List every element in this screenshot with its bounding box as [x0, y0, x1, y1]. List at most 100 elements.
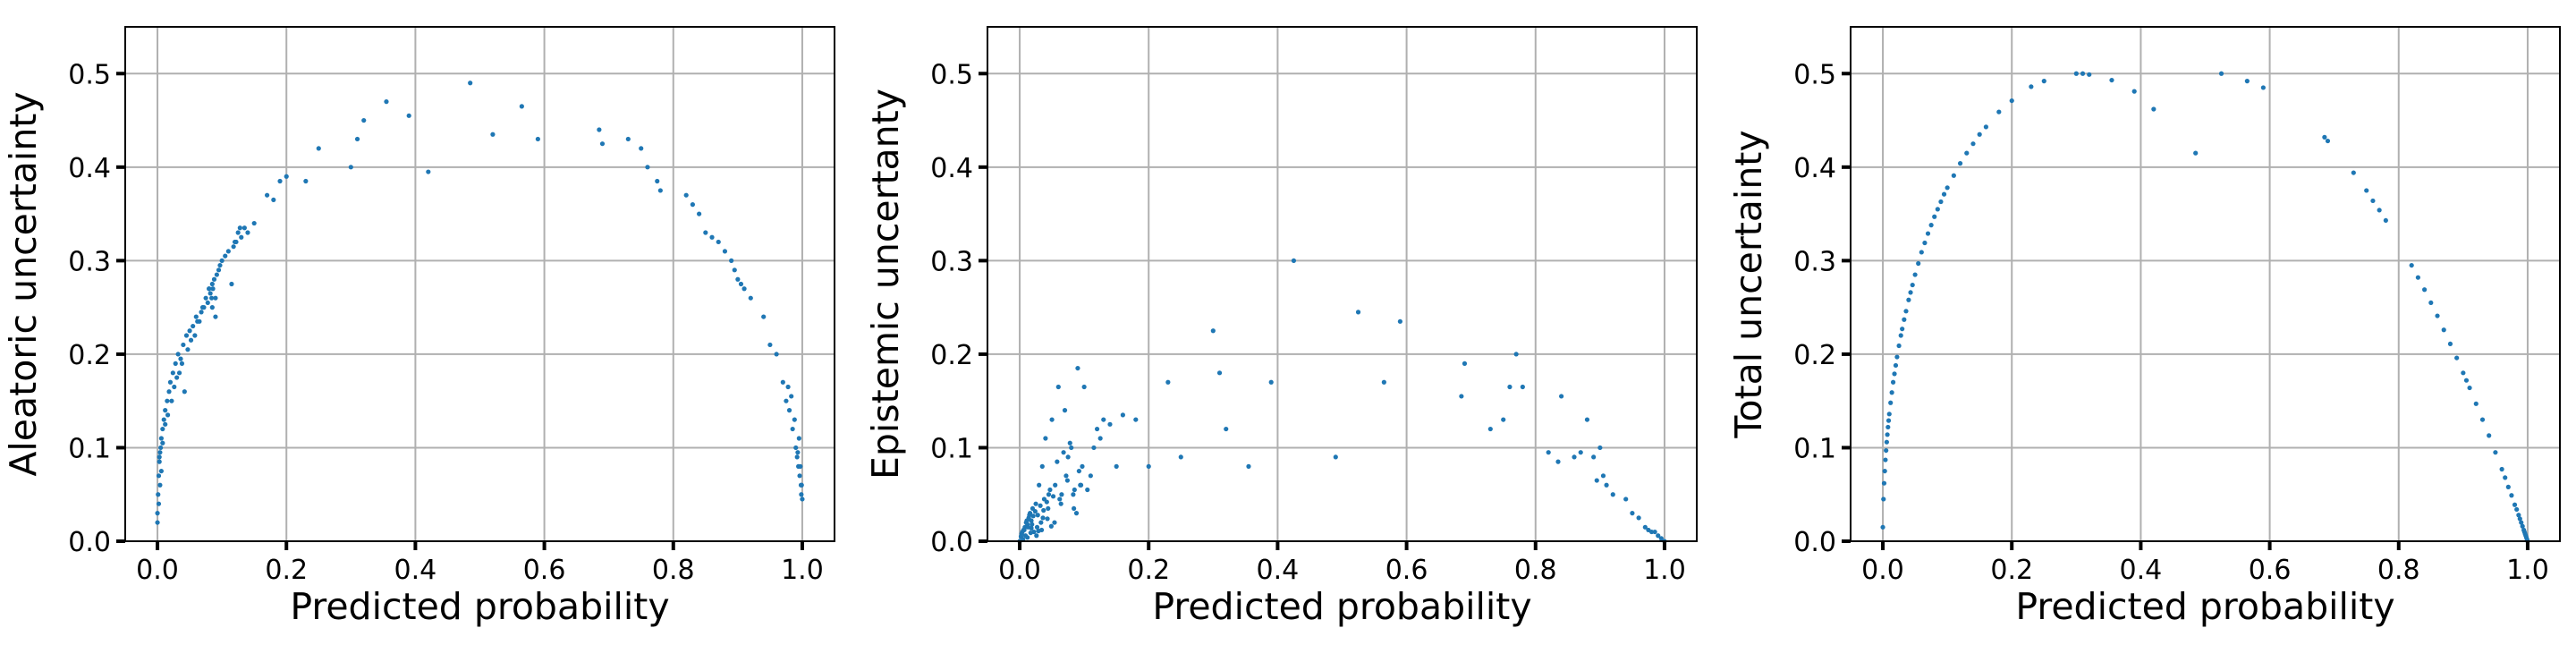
scatter-point: [1057, 496, 1063, 502]
scatter-point: [2009, 98, 2014, 104]
scatter-point: [1120, 412, 1125, 418]
scatter-point: [192, 333, 198, 338]
scatter-point: [1983, 124, 1988, 130]
scatter-point: [406, 113, 411, 118]
scatter-point: [1938, 199, 1944, 205]
scatter-point: [639, 146, 644, 151]
scatter-point: [217, 262, 223, 268]
scatter-point: [767, 342, 773, 348]
scatter-point: [210, 286, 216, 292]
y-tick-label: 0.0: [930, 527, 973, 558]
scatter-point: [199, 310, 204, 315]
scatter-point: [316, 146, 321, 151]
scatter-point: [1037, 482, 1042, 488]
scatter-point: [1885, 432, 1890, 437]
scatter-point: [625, 136, 631, 142]
scatter-point: [1045, 516, 1050, 522]
scatter-point: [2517, 516, 2522, 522]
scatter-point: [1642, 524, 1648, 530]
scatter-point: [1886, 412, 1892, 417]
scatter-point: [2351, 170, 2356, 175]
scatter-point: [176, 370, 182, 376]
scatter-point: [794, 454, 800, 460]
scatter-point: [1880, 524, 1885, 530]
y-axis-label: Total uncertainty: [1727, 130, 1770, 438]
scatter-point: [1048, 523, 1054, 529]
scatter-point: [1623, 496, 1629, 502]
y-tick-label: 0.0: [1793, 527, 1836, 558]
scatter-point: [188, 337, 194, 343]
scatter-point: [735, 276, 741, 282]
scatter-point: [1107, 421, 1113, 427]
scatter-point: [214, 272, 219, 277]
scatter-point: [1884, 439, 1889, 445]
scatter-point: [245, 230, 250, 235]
scatter-point: [1996, 109, 2002, 115]
scatter-point: [1065, 454, 1071, 460]
scatter-point: [748, 295, 753, 301]
scatter-point: [1916, 260, 1921, 267]
scatter-point: [796, 436, 801, 441]
scatter-point: [233, 239, 239, 245]
scatter-point: [1951, 173, 1956, 178]
scatter-point: [599, 141, 606, 147]
y-tick-label: 0.4: [930, 153, 973, 184]
scatter-point: [1941, 191, 1947, 197]
scatter-point: [1210, 328, 1216, 334]
scatter-point: [2193, 150, 2199, 156]
scatter-point: [265, 192, 270, 198]
scatter-point: [277, 178, 283, 184]
scatter-point: [1061, 450, 1066, 455]
scatter-point: [1896, 343, 1902, 349]
scatter-point: [1610, 492, 1615, 497]
y-tick-label: 0.4: [1793, 153, 1836, 184]
scatter-point: [785, 384, 791, 390]
scatter-point: [1178, 454, 1183, 460]
scatter-point: [1055, 459, 1060, 464]
scatter-point: [1025, 524, 1031, 530]
scatter-point: [2080, 71, 2086, 76]
scatter-point: [242, 225, 247, 231]
scatter-point: [426, 169, 431, 174]
scatter-point: [732, 267, 737, 273]
y-tick-label: 0.2: [68, 340, 111, 371]
scatter-point: [1030, 513, 1036, 519]
scatter-point: [1033, 501, 1038, 506]
scatter-point: [1885, 424, 1891, 430]
scatter-point: [219, 258, 225, 263]
scatter-point: [1578, 450, 1583, 455]
scatter-point: [2377, 208, 2382, 213]
scatter-point: [1591, 454, 1597, 460]
scatter-point: [1133, 417, 1139, 422]
scatter-point: [156, 501, 162, 506]
scatter-point: [1630, 511, 1635, 516]
x-axis-label: Predicted probability: [2015, 585, 2394, 628]
scatter-point: [2415, 275, 2420, 280]
scatter-point: [1043, 436, 1048, 441]
scatter-point: [225, 249, 231, 254]
scatter-point: [690, 202, 696, 208]
scatter-point: [2041, 79, 2046, 84]
scatter-point: [1044, 499, 1049, 505]
scatter-point: [187, 328, 192, 334]
scatter-point: [1081, 384, 1087, 390]
scatter-point: [1381, 379, 1386, 385]
scatter-point: [1146, 463, 1151, 469]
scatter-point: [1019, 531, 1024, 537]
scatter-point: [2422, 287, 2428, 293]
scatter-point: [1928, 223, 1934, 228]
scatter-point: [1883, 457, 1888, 463]
scatter-point: [2029, 84, 2034, 89]
scatter-point: [1088, 473, 1093, 479]
scatter-point: [1029, 518, 1034, 523]
scatter-point: [738, 281, 744, 287]
scatter-point: [1894, 354, 1900, 360]
scatter-point: [173, 361, 178, 366]
scatter-point: [213, 314, 218, 319]
scatter-point: [183, 333, 190, 338]
chart-panel-2: 0.0 0.2 0.4 0.6 0.8 1.0 0.0 0.1 0.2 0.3 0.4 0.5 Pred…: [864, 26, 1698, 628]
scatter-point: [1050, 494, 1056, 499]
scatter-point: [1600, 473, 1606, 479]
scatter-point: [1888, 400, 1894, 405]
scatter-point: [163, 421, 168, 427]
